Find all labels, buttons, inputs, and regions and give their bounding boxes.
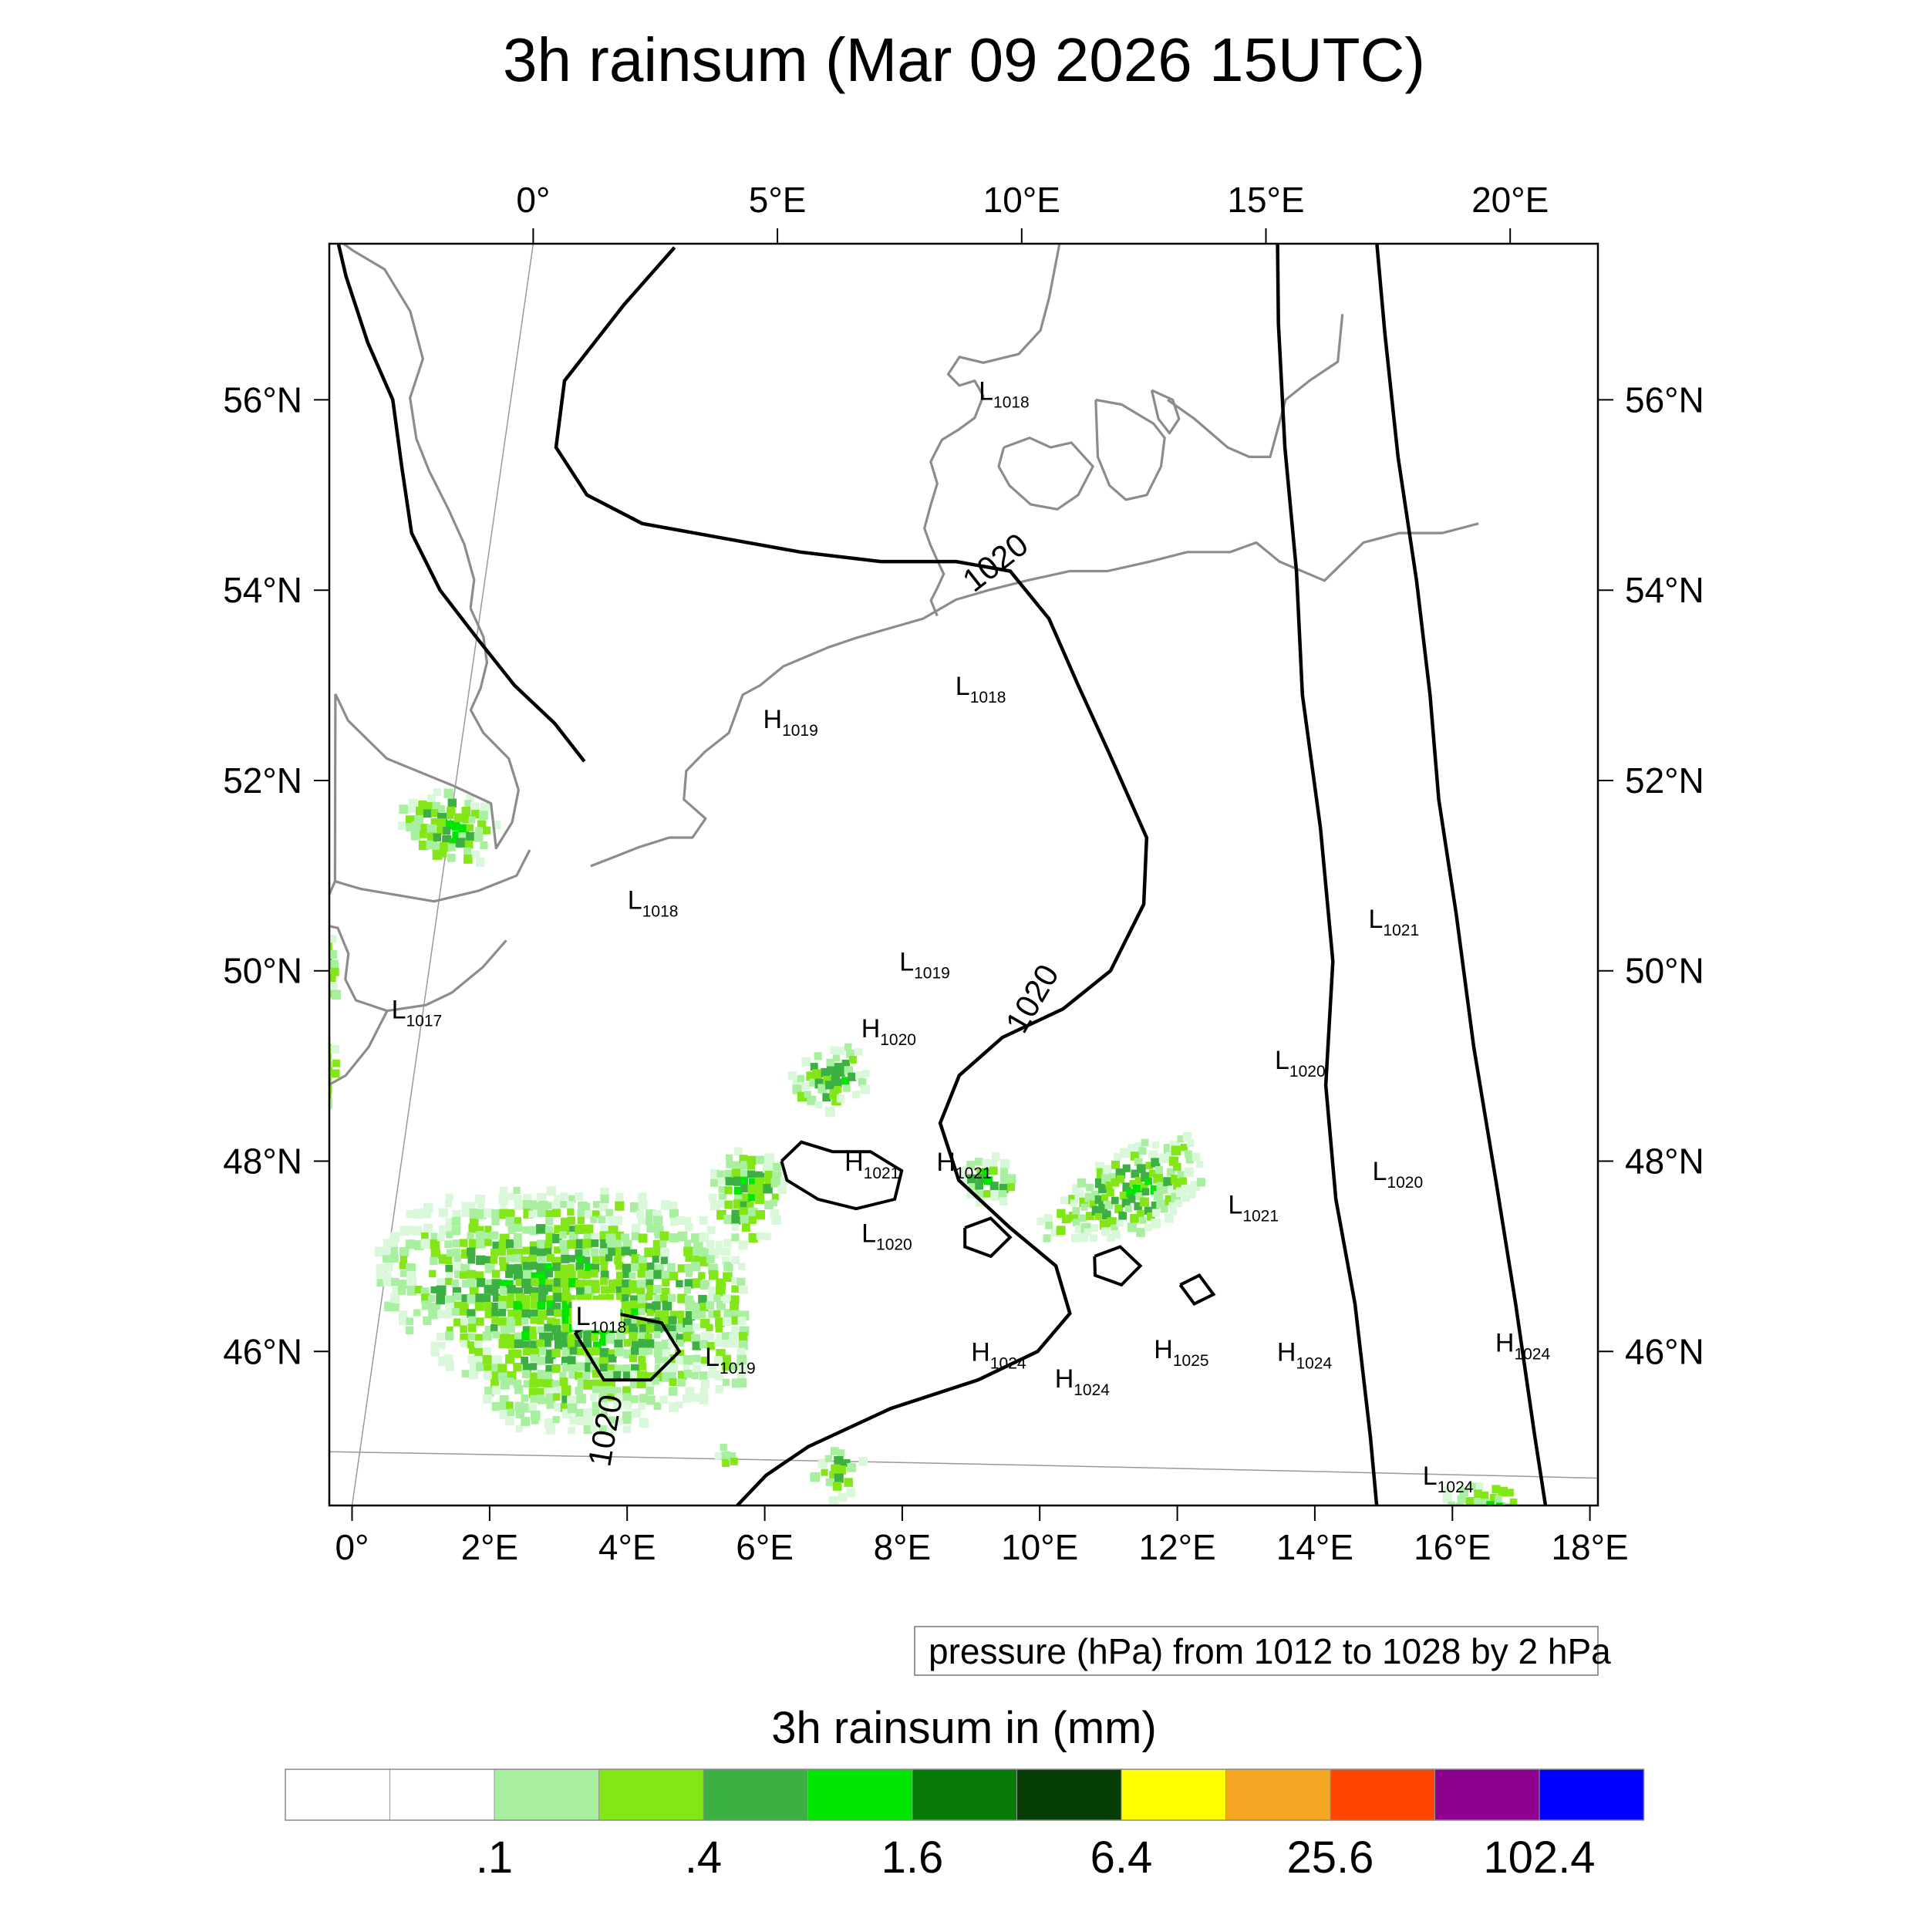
svg-text:.4: .4 [685, 1833, 722, 1883]
svg-text:5°E: 5°E [749, 180, 807, 220]
svg-text:L1020: L1020 [861, 1219, 912, 1253]
svg-text:1020: 1020 [999, 958, 1066, 1038]
svg-text:54°N: 54°N [223, 570, 302, 610]
svg-text:6°E: 6°E [736, 1527, 794, 1567]
svg-text:52°N: 52°N [223, 760, 302, 801]
svg-text:0°: 0° [516, 180, 550, 220]
svg-text:3h rainsum in (mm): 3h rainsum in (mm) [771, 1703, 1157, 1753]
svg-text:102.4: 102.4 [1483, 1833, 1595, 1883]
svg-text:0°: 0° [335, 1527, 369, 1567]
svg-text:16°E: 16°E [1414, 1527, 1491, 1567]
svg-text:H1024: H1024 [1495, 1328, 1551, 1363]
svg-text:H1024: H1024 [1277, 1338, 1333, 1373]
svg-text:8°E: 8°E [874, 1527, 932, 1567]
svg-text:56°N: 56°N [1625, 379, 1704, 420]
svg-text:H1024: H1024 [971, 1338, 1026, 1373]
svg-text:L1024: L1024 [1607, 1462, 1658, 1496]
svg-text:15°E: 15°E [1227, 180, 1304, 220]
svg-text:14°E: 14°E [1276, 1527, 1353, 1567]
svg-text:L1024: L1024 [1423, 1462, 1474, 1496]
svg-text:L1018: L1018 [628, 886, 679, 921]
svg-text:56°N: 56°N [223, 379, 302, 420]
svg-text:20°E: 20°E [1471, 180, 1549, 220]
svg-text:52°N: 52°N [1625, 760, 1704, 801]
svg-text:48°N: 48°N [1625, 1141, 1704, 1182]
svg-text:H1024: H1024 [1055, 1364, 1111, 1399]
svg-text:pressure (hPa) from 1012 to 10: pressure (hPa) from 1012 to 1028 by 2 hP… [929, 1631, 1611, 1671]
svg-text:50°N: 50°N [1625, 951, 1704, 991]
svg-text:25.6: 25.6 [1287, 1833, 1374, 1883]
svg-text:H1020: H1020 [861, 1014, 916, 1049]
svg-text:.1: .1 [476, 1833, 513, 1883]
svg-text:10°E: 10°E [983, 180, 1060, 220]
svg-text:H1025: H1025 [1154, 1335, 1208, 1370]
svg-text:L1018: L1018 [979, 376, 1030, 411]
svg-text:6.4: 6.4 [1090, 1833, 1153, 1883]
svg-text:L1019: L1019 [899, 948, 950, 983]
svg-text:L1020: L1020 [1275, 1046, 1326, 1081]
svg-text:1.6: 1.6 [881, 1833, 944, 1883]
svg-text:L1018: L1018 [956, 672, 1006, 706]
svg-text:4°E: 4°E [598, 1527, 656, 1567]
svg-text:L1020: L1020 [1373, 1157, 1424, 1192]
svg-text:46°N: 46°N [223, 1331, 302, 1371]
svg-text:3h rainsum (Mar 09 2026 15UTC): 3h rainsum (Mar 09 2026 15UTC) [503, 25, 1425, 94]
svg-text:12°E: 12°E [1138, 1527, 1215, 1567]
svg-text:46°N: 46°N [1625, 1331, 1704, 1371]
svg-text:54°N: 54°N [1625, 570, 1704, 610]
svg-text:50°N: 50°N [223, 951, 302, 991]
svg-text:18°E: 18°E [1551, 1527, 1628, 1567]
svg-text:10°E: 10°E [1001, 1527, 1078, 1567]
svg-text:H1019: H1019 [763, 705, 818, 740]
svg-text:2°E: 2°E [461, 1527, 519, 1567]
svg-text:L1021: L1021 [1369, 905, 1420, 939]
svg-text:L1021: L1021 [1228, 1190, 1279, 1225]
svg-text:48°N: 48°N [223, 1141, 302, 1182]
svg-text:H1021: H1021 [936, 1148, 991, 1182]
